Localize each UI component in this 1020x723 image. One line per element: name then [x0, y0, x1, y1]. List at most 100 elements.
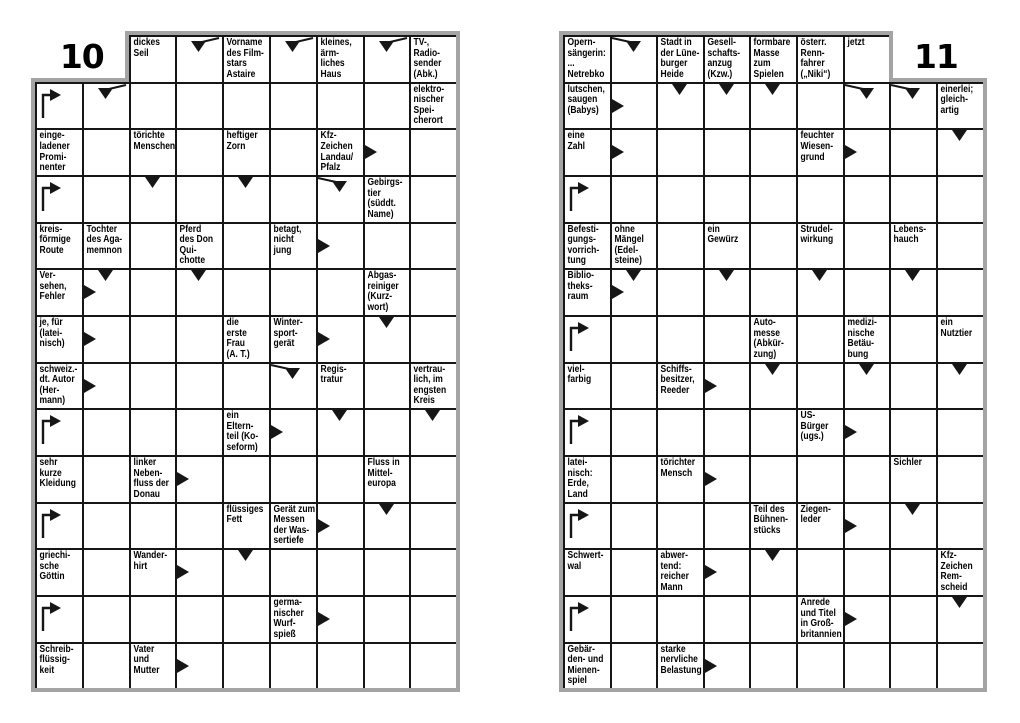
answer-cell[interactable] [128, 268, 178, 317]
answer-cell[interactable] [609, 408, 659, 457]
answer-cell[interactable] [889, 314, 938, 364]
answer-cell[interactable] [889, 268, 938, 317]
answer-cell[interactable] [702, 128, 752, 177]
answer-cell[interactable] [796, 314, 845, 364]
answer-cell[interactable] [315, 81, 365, 131]
answer-cell[interactable] [842, 501, 892, 551]
answer-cell[interactable] [656, 594, 705, 644]
answer-cell[interactable] [842, 408, 892, 457]
answer-cell[interactable] [609, 268, 659, 317]
answer-cell[interactable] [609, 641, 659, 691]
answer-cell[interactable] [656, 81, 705, 131]
answer-cell[interactable] [889, 548, 938, 597]
answer-cell[interactable] [702, 268, 752, 317]
answer-cell[interactable] [702, 641, 752, 691]
answer-cell[interactable] [749, 594, 799, 644]
answer-cell[interactable] [81, 268, 131, 317]
answer-cell[interactable] [81, 174, 131, 224]
answer-cell[interactable] [563, 174, 612, 224]
answer-cell[interactable] [609, 314, 659, 364]
answer-cell[interactable] [609, 594, 659, 644]
answer-cell[interactable] [656, 221, 705, 271]
answer-cell[interactable] [796, 454, 845, 504]
answer-cell[interactable] [842, 548, 892, 597]
answer-cell[interactable] [609, 454, 659, 504]
answer-cell[interactable] [842, 361, 892, 411]
answer-cell[interactable] [269, 408, 318, 457]
answer-cell[interactable] [889, 174, 938, 224]
answer-cell[interactable] [656, 128, 705, 177]
answer-cell[interactable] [656, 408, 705, 457]
answer-cell[interactable] [842, 128, 892, 177]
answer-cell[interactable] [935, 361, 985, 411]
answer-cell[interactable] [889, 128, 938, 177]
answer-cell[interactable] [702, 314, 752, 364]
answer-cell[interactable] [609, 174, 659, 224]
answer-cell[interactable] [796, 641, 845, 691]
answer-cell[interactable] [842, 174, 892, 224]
answer-cell[interactable] [609, 548, 659, 597]
answer-cell[interactable] [749, 641, 799, 691]
answer-cell[interactable] [609, 501, 659, 551]
answer-cell[interactable] [935, 594, 985, 644]
answer-cell[interactable] [749, 454, 799, 504]
answer-cell[interactable] [889, 361, 938, 411]
answer-cell[interactable] [315, 314, 365, 364]
answer-cell[interactable] [796, 268, 845, 317]
answer-cell[interactable] [362, 35, 412, 84]
answer-cell[interactable] [889, 501, 938, 551]
answer-cell[interactable] [796, 81, 845, 131]
answer-cell[interactable] [796, 548, 845, 597]
answer-cell[interactable] [842, 454, 892, 504]
answer-cell[interactable] [935, 268, 985, 317]
answer-cell[interactable] [81, 361, 131, 411]
answer-cell[interactable] [749, 548, 799, 597]
answer-cell[interactable] [702, 174, 752, 224]
answer-cell[interactable] [842, 641, 892, 691]
answer-cell[interactable] [749, 221, 799, 271]
answer-cell[interactable] [702, 548, 752, 597]
answer-cell[interactable] [935, 641, 985, 691]
answer-cell[interactable] [749, 268, 799, 317]
answer-cell[interactable] [362, 361, 412, 411]
answer-cell[interactable] [315, 268, 365, 317]
answer-cell[interactable] [35, 174, 84, 224]
answer-cell[interactable] [362, 408, 412, 457]
answer-cell[interactable] [889, 81, 938, 131]
answer-cell[interactable] [222, 221, 271, 271]
answer-cell[interactable] [842, 268, 892, 317]
answer-cell[interactable] [656, 314, 705, 364]
answer-cell[interactable] [842, 221, 892, 271]
answer-cell[interactable] [656, 501, 705, 551]
answer-cell[interactable] [935, 501, 985, 551]
answer-cell[interactable] [609, 35, 659, 84]
answer-cell[interactable] [609, 128, 659, 177]
answer-cell[interactable] [702, 594, 752, 644]
answer-cell[interactable] [889, 594, 938, 644]
answer-cell[interactable] [315, 454, 365, 504]
answer-cell[interactable] [796, 361, 845, 411]
answer-cell[interactable] [609, 361, 659, 411]
answer-cell[interactable] [702, 81, 752, 131]
answer-cell[interactable] [656, 174, 705, 224]
answer-cell[interactable] [889, 408, 938, 457]
answer-cell[interactable] [222, 548, 271, 597]
answer-cell[interactable] [935, 128, 985, 177]
answer-cell[interactable] [222, 361, 271, 411]
answer-cell[interactable] [889, 641, 938, 691]
answer-cell[interactable] [81, 81, 131, 131]
answer-cell[interactable] [269, 174, 318, 224]
answer-cell[interactable] [749, 361, 799, 411]
answer-cell[interactable] [315, 221, 365, 271]
answer-cell[interactable] [935, 221, 985, 271]
answer-cell[interactable] [702, 361, 752, 411]
answer-cell[interactable] [842, 81, 892, 131]
answer-cell[interactable] [749, 174, 799, 224]
answer-cell[interactable] [362, 548, 412, 597]
answer-cell[interactable] [702, 408, 752, 457]
answer-cell[interactable] [563, 501, 612, 551]
answer-cell[interactable] [935, 408, 985, 457]
answer-cell[interactable] [656, 268, 705, 317]
answer-cell[interactable] [563, 594, 612, 644]
answer-cell[interactable] [842, 594, 892, 644]
